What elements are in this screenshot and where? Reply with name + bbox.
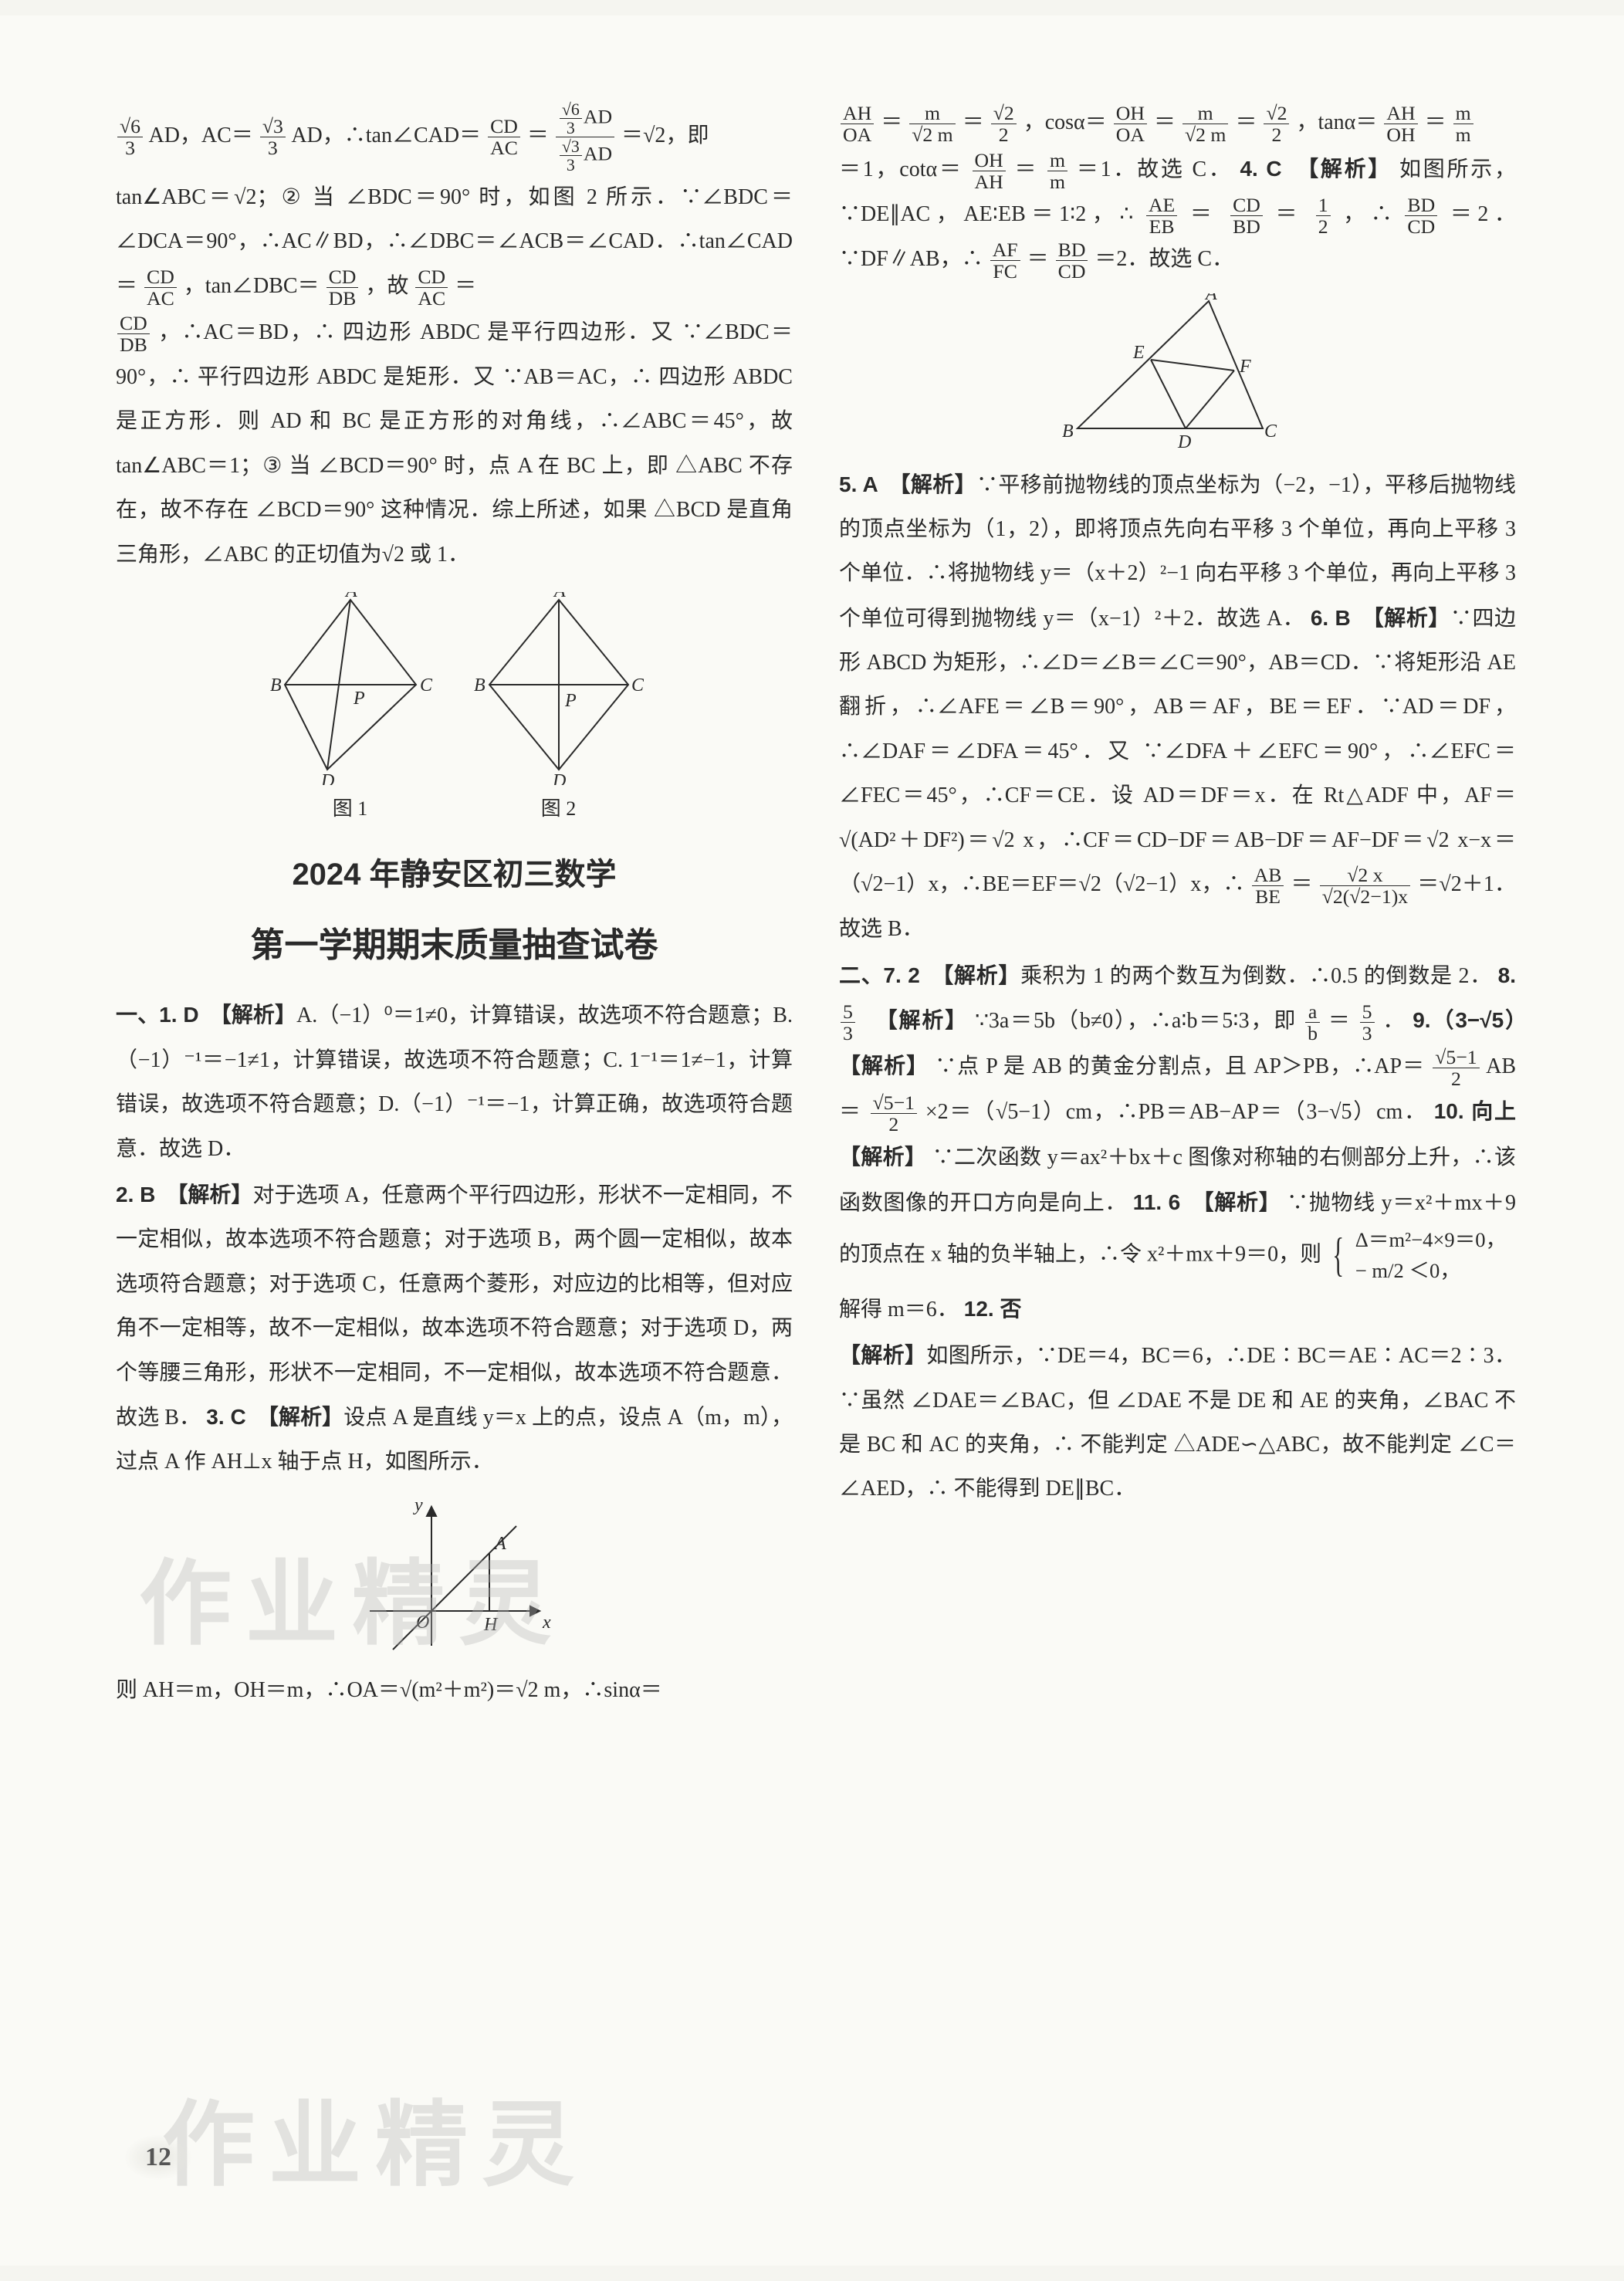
axes-svg: O A H x y — [354, 1495, 555, 1657]
svg-text:P: P — [564, 691, 577, 711]
body-text: tan∠ABC＝√2；② 当 ∠BDC＝90° 时，如图 2 所示．∵∠BDC＝… — [116, 175, 793, 309]
svg-text:A: A — [1204, 293, 1217, 304]
right-column: AHOA ＝ m√2 m ＝ √22 ，cosα＝ OHOA ＝ m√2 m ＝… — [839, 100, 1516, 1714]
figure-row: A B C P D 图 1 — [116, 592, 793, 829]
svg-text:A: A — [344, 592, 357, 601]
svg-text:H: H — [483, 1615, 499, 1635]
triangle-svg: A B C D E F — [1062, 293, 1294, 452]
question-1: 一、1. D 【解析】A.（−1）⁰＝1≠0，计算错误，故选项不符合题意；B.（… — [116, 993, 793, 1171]
svg-text:E: E — [1132, 343, 1145, 363]
section-subtitle: 第一学期期末质量抽查试卷 — [116, 911, 793, 980]
svg-text:x: x — [542, 1613, 551, 1633]
svg-text:D: D — [1177, 432, 1191, 452]
section-title: 2024 年静安区初三数学 — [116, 843, 793, 906]
svg-text:P: P — [353, 689, 365, 709]
svg-text:D: D — [320, 771, 334, 785]
figure-2: A B C P D 图 2 — [474, 592, 644, 829]
figure-caption: 图 2 — [474, 788, 644, 829]
svg-text:C: C — [420, 675, 433, 695]
svg-text:A: A — [493, 1534, 506, 1554]
body-text: ＝1，cotα＝ OHAH ＝ mm ＝1．故选 C． 4. C 【解析】 如图… — [839, 147, 1516, 282]
svg-text:C: C — [1264, 421, 1277, 442]
left-column: √63 AD，AC＝ √33 AD，∴tan∠CAD＝ CDAC ＝ √63AD… — [116, 100, 793, 1714]
question-7: 二、7. 2 【解析】乘积为 1 的两个数互为倒数．∴0.5 的倒数是 2． 8… — [839, 953, 1516, 1332]
svg-text:F: F — [1239, 357, 1251, 377]
figure-3-axes: O A H x y — [116, 1495, 793, 1657]
svg-text:B: B — [474, 675, 486, 695]
svg-text:y: y — [413, 1495, 423, 1515]
svg-text:B: B — [270, 675, 282, 695]
page: 作业精灵 作业精灵 √63 AD，AC＝ √33 AD，∴tan∠CAD＝ CD… — [0, 15, 1624, 2266]
question-2: 2. B 【解析】对于选项 A，任意两个平行四边形，形状不一定相同，不一定相似，… — [116, 1173, 793, 1484]
svg-text:C: C — [631, 675, 644, 695]
svg-text:D: D — [552, 771, 566, 785]
diagram-svg: A B C P D — [266, 592, 435, 785]
svg-text:O: O — [416, 1613, 429, 1633]
figure-caption: 图 1 — [266, 788, 435, 829]
two-column-layout: √63 AD，AC＝ √33 AD，∴tan∠CAD＝ CDAC ＝ √63AD… — [116, 100, 1516, 1714]
figure-4-triangle: A B C D E F — [839, 293, 1516, 452]
watermark: 作业精灵 — [162, 2069, 588, 2204]
body-text: AHOA ＝ m√2 m ＝ √22 ，cosα＝ OHOA ＝ m√2 m ＝… — [839, 100, 1516, 145]
diagram-svg: A B C P D — [474, 592, 644, 785]
svg-text:B: B — [1062, 421, 1074, 442]
figure-1: A B C P D 图 1 — [266, 592, 435, 829]
question-5: 5. A 【解析】∵平移前抛物线的顶点坐标为（−2，−1），平移后抛物线的顶点坐… — [839, 462, 1516, 952]
svg-text:A: A — [553, 592, 566, 601]
body-text: √63 AD，AC＝ √33 AD，∴tan∠CAD＝ CDAC ＝ √63AD… — [116, 100, 793, 174]
page-number: 12 — [123, 2134, 193, 2181]
body-text: CDDB ，∴AC＝BD，∴ 四边形 ABDC 是平行四边形．又 ∵∠BDC＝9… — [116, 310, 793, 577]
question-12: 【解析】如图所示，∵DE＝4，BC＝6，∴DE∶BC＝AE∶AC＝2∶3．∵虽然… — [839, 1333, 1516, 1511]
body-text: 则 AH＝m，OH＝m，∴OA＝√(m²＋m²)＝√2 m，∴sinα＝ — [116, 1668, 793, 1712]
